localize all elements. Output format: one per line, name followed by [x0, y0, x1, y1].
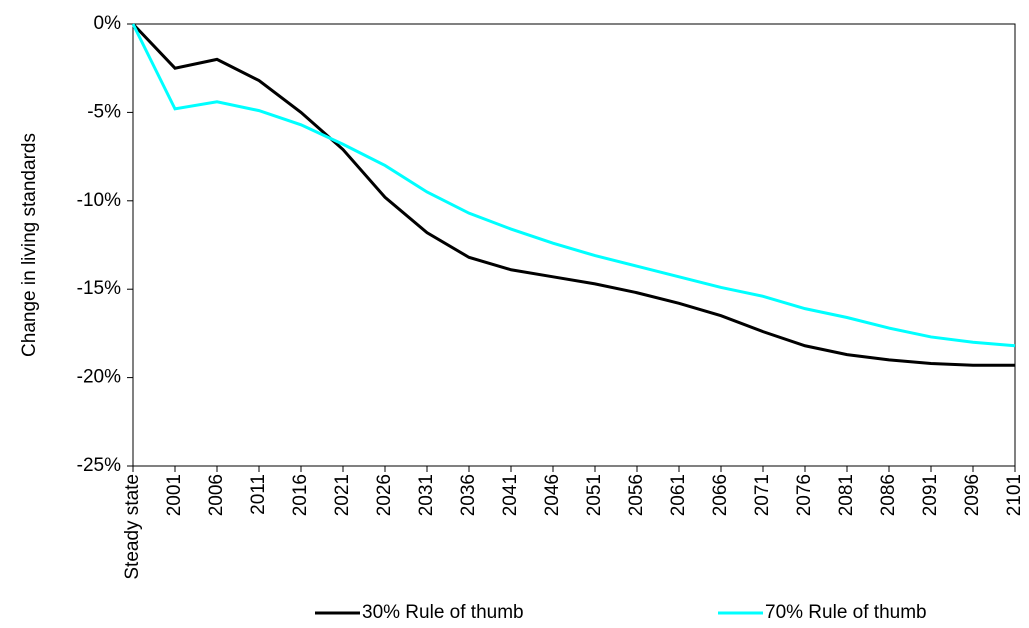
- x-tick-label: 2031: [416, 474, 437, 516]
- x-tick-label: 2091: [920, 474, 941, 516]
- x-tick-label: 2076: [794, 474, 815, 516]
- x-tick-label: 2016: [290, 474, 311, 516]
- y-axis-label: Change in living standards: [19, 133, 40, 357]
- x-tick-label: 2011: [248, 474, 269, 515]
- x-tick-label: 2066: [710, 474, 731, 516]
- x-tick-label: 2051: [584, 474, 605, 516]
- x-tick-label: 2101: [1004, 474, 1025, 516]
- x-tick-label: 2056: [626, 474, 647, 516]
- y-tick-label: -15%: [77, 278, 121, 299]
- plot-frame: [132, 23, 1016, 467]
- y-tick-label: -10%: [77, 190, 121, 211]
- y-tick-label: -5%: [87, 101, 121, 122]
- x-tick-label: Steady state: [122, 474, 143, 580]
- x-tick-label: 2096: [962, 474, 983, 516]
- legend-label: 70% Rule of thumb: [765, 602, 927, 623]
- series-line: [131, 22, 1015, 367]
- x-tick-label: 2036: [458, 474, 479, 516]
- series-line: [131, 23, 1016, 348]
- x-tick-label: 2026: [374, 474, 395, 516]
- x-tick-label: 2081: [836, 474, 857, 516]
- x-tick-label: 2021: [332, 474, 353, 516]
- y-tick-label: -25%: [77, 455, 121, 476]
- x-tick-label: 2071: [752, 474, 773, 516]
- legend-label: 30% Rule of thumb: [362, 602, 524, 623]
- x-tick-label: 2061: [668, 474, 689, 516]
- y-tick-label: 0%: [94, 13, 122, 34]
- x-tick-label: 2041: [500, 474, 521, 516]
- x-tick-label: 2046: [542, 474, 563, 516]
- x-tick-label: 2086: [878, 474, 899, 516]
- x-tick-label: 2001: [164, 474, 185, 516]
- x-tick-label: 2006: [206, 474, 227, 516]
- y-tick-label: -20%: [77, 367, 121, 388]
